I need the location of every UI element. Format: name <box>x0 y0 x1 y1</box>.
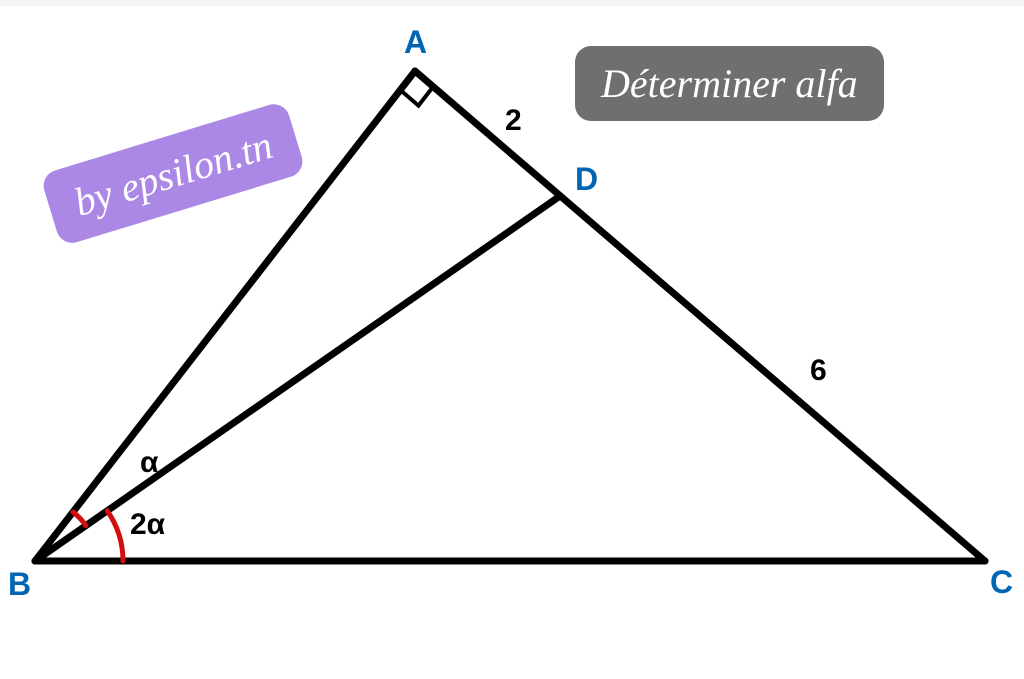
edge-label-ad: 2 <box>505 104 522 138</box>
angle-label-two-alpha: 2α <box>130 508 165 542</box>
sticker-gray: Déterminer alfa <box>575 46 884 121</box>
diagram-stage: A B C D 2 6 α 2α by epsilon.tn Détermine… <box>0 6 1024 679</box>
vertex-label-a: A <box>404 24 427 61</box>
edge-label-dc: 6 <box>810 354 827 388</box>
angle-label-alpha: α <box>140 446 158 480</box>
vertex-label-c: C <box>990 564 1013 601</box>
vertex-label-d: D <box>575 161 598 198</box>
vertex-label-b: B <box>8 566 31 603</box>
